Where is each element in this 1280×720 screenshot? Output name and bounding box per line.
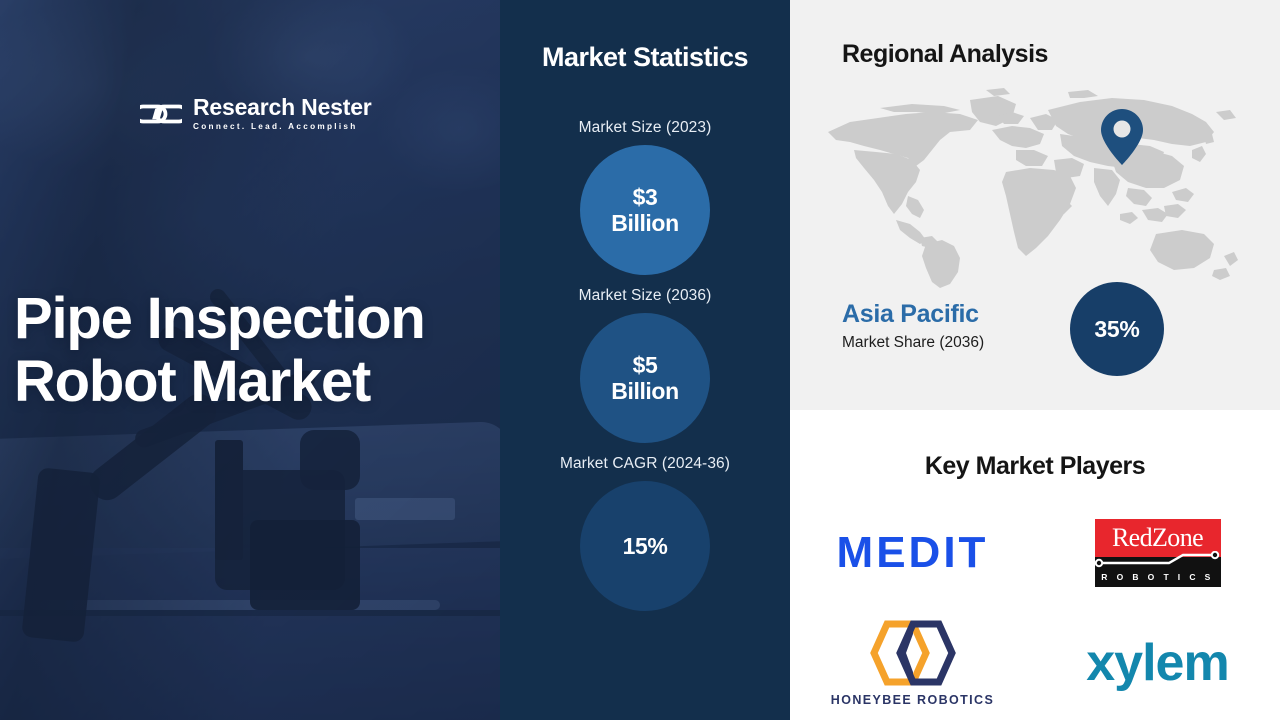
map-pin-icon: [1100, 108, 1144, 166]
stat-label: Market CAGR (2024-36): [559, 455, 731, 472]
hero-blue-tint: [0, 0, 500, 720]
stat-value-primary: $5: [632, 351, 658, 378]
stat-value-secondary: Billion: [611, 210, 679, 236]
region-name: Asia Pacific: [842, 300, 979, 328]
redzone-circuit-icon: [1094, 550, 1221, 569]
logo-medit: MEDIT: [790, 498, 1035, 608]
hero-panel: Research Nester Connect. Lead. Accomplis…: [0, 0, 500, 720]
stat-value-primary: $3: [632, 183, 658, 210]
stat-market-size-2023: Market Size (2023) $3 Billion: [500, 119, 790, 275]
page-title-line-2: Robot Market: [14, 348, 371, 414]
honeybee-hexagon-icon: [857, 620, 969, 686]
logo-grid: MEDIT RedZone: [790, 498, 1280, 718]
world-map-icon: [828, 88, 1238, 288]
key-market-players-title: Key Market Players: [924, 452, 1146, 480]
market-statistics-panel: Market Statistics Market Size (2023) $3 …: [500, 0, 790, 720]
region-subtitle: Market Share (2036): [842, 334, 985, 351]
brand-logo: Research Nester Connect. Lead. Accomplis…: [133, 96, 372, 131]
research-nester-logo-icon: [133, 99, 189, 129]
stat-value-primary: 15%: [622, 532, 668, 559]
redzone-wordmark: RedZone: [1111, 523, 1204, 552]
honeybee-logo: HONEYBEE ROBOTICS: [831, 620, 994, 707]
stat-value-bubble: 15%: [580, 481, 710, 611]
brand-wordmark: Research Nester Connect. Lead. Accomplis…: [193, 96, 372, 131]
stat-label: Market Size (2023): [578, 119, 712, 136]
honeybee-wordmark: HONEYBEE ROBOTICS: [830, 692, 995, 707]
page-title: Pipe Inspection Robot Market: [14, 286, 494, 414]
brand-tagline: Connect. Lead. Accomplish: [193, 122, 358, 131]
stat-market-size-2036: Market Size (2036) $5 Billion: [500, 287, 790, 443]
page-title-line-1: Pipe Inspection: [14, 286, 426, 351]
stat-market-cagr: Market CAGR (2024-36) 15%: [500, 455, 790, 611]
redzone-red-band: RedZone: [1094, 519, 1221, 557]
xylem-wordmark: xylem: [1086, 634, 1229, 692]
market-share-value: 35%: [1094, 315, 1140, 342]
hero-background-image: [0, 0, 500, 720]
medit-wordmark: MEDIT: [836, 528, 989, 577]
world-map: [820, 88, 1250, 288]
stat-label: Market Size (2036): [578, 287, 712, 304]
stat-value-secondary: Billion: [611, 378, 679, 404]
redzone-subtext: R O B O T I C S: [1101, 572, 1214, 582]
market-share-badge: 35%: [1070, 282, 1164, 376]
redzone-black-band: R O B O T I C S: [1094, 550, 1221, 587]
region-label-group: Asia Pacific Market Share (2036): [842, 300, 984, 352]
stat-value-bubble: $5 Billion: [580, 313, 710, 443]
regional-analysis-title: Regional Analysis: [842, 40, 1048, 68]
redzone-logo: RedZone R O B O T I C S: [1094, 519, 1221, 587]
logo-xylem: xylem: [1035, 608, 1280, 718]
stat-value-bubble: $3 Billion: [580, 145, 710, 275]
market-statistics-title: Market Statistics: [541, 42, 749, 72]
brand-name: Research Nester: [193, 94, 372, 120]
hero-blue-tint-overlay: [0, 0, 500, 720]
logo-redzone: RedZone R O B O T I C S: [1035, 498, 1280, 608]
regional-analysis-panel: Regional Analysis: [790, 0, 1280, 410]
key-market-players-panel: Key Market Players MEDIT RedZone: [790, 410, 1280, 720]
logo-honeybee: HONEYBEE ROBOTICS: [790, 608, 1035, 718]
